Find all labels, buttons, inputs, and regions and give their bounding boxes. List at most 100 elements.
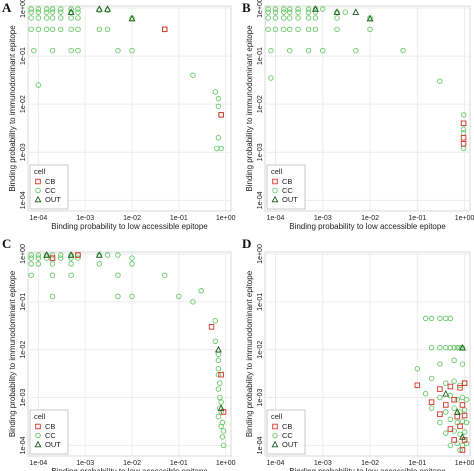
x-axis-title: Binding probability to low accessible ep…: [289, 222, 446, 231]
legend-label-cc: CC: [45, 431, 56, 440]
x-tick-label: 1e+00: [455, 460, 474, 467]
data-point-cc: [219, 434, 226, 440]
data-point-cc: [437, 419, 443, 426]
data-point-cc: [49, 26, 56, 33]
data-point-cc: [57, 26, 64, 33]
data-point-cc: [115, 47, 121, 54]
data-point-cb: [208, 324, 215, 330]
data-point-cc: [454, 396, 461, 403]
data-point-cc: [295, 26, 301, 33]
x-tick-label: 1e-01: [408, 215, 426, 222]
data-point-cc: [75, 6, 81, 12]
data-point-cc: [212, 338, 219, 345]
legend-marker-cc: [35, 187, 41, 194]
data-point-cc: [286, 47, 293, 54]
series-out: [43, 251, 225, 411]
data-point-cc: [129, 47, 135, 54]
legend-marker-out: [34, 195, 42, 203]
data-point-cc: [215, 357, 222, 364]
data-point-cc: [43, 9, 50, 15]
y-tick-label: 1e-01: [257, 293, 264, 311]
y-tick-label: 1e-03: [20, 388, 27, 406]
data-point-cc: [268, 47, 274, 54]
x-tick-label: 1e-02: [123, 460, 141, 467]
data-point-cc: [286, 15, 293, 21]
x-tick-label: 1e+00: [216, 215, 236, 222]
data-point-cc: [281, 6, 287, 12]
legend-label-out: OUT: [282, 440, 298, 449]
data-point-cc: [57, 252, 64, 258]
series-out: [311, 5, 374, 22]
series-cb: [162, 26, 224, 118]
data-point-cb: [457, 423, 463, 430]
data-point-cc: [35, 26, 42, 33]
data-point-cc: [96, 261, 103, 267]
legend-marker-cb: [35, 423, 41, 430]
data-point-cc: [217, 380, 223, 386]
data-point-cc: [437, 394, 443, 401]
data-point-cc: [334, 15, 340, 21]
data-point-cb: [459, 447, 466, 453]
data-point-cc: [443, 380, 449, 386]
data-point-out: [442, 389, 450, 397]
data-point-cc: [35, 261, 42, 267]
series-out: [67, 5, 136, 22]
data-point-cc: [28, 255, 34, 261]
data-point-cc: [35, 82, 42, 88]
series-cb: [460, 120, 467, 147]
data-point-out: [366, 14, 374, 22]
y-axis-title: Binding probability to immunodominant ep…: [8, 270, 17, 437]
legend-label-cb: CB: [282, 422, 292, 431]
y-tick-label: 1e-03: [257, 143, 264, 161]
panel-a: A 1e-04 1e-03 1e-02 1e-01 1e+00 1e-04 1e-03 1e-0…: [2, 0, 236, 231]
data-point-out: [128, 14, 136, 22]
legend-label-out: OUT: [45, 195, 61, 204]
series-cb: [414, 380, 468, 453]
y-tick-label: 1e-04: [20, 436, 27, 454]
y-tick-label: 1e-03: [20, 143, 27, 161]
data-point-cc: [334, 26, 340, 33]
panel-letter: B: [242, 0, 251, 15]
data-point-cc: [75, 15, 81, 21]
data-point-cc: [400, 47, 406, 54]
data-point-cc: [104, 252, 111, 258]
data-point-cc: [451, 357, 457, 364]
series-cb: [49, 252, 227, 415]
data-point-cc: [28, 6, 34, 12]
data-point-cc: [422, 390, 429, 397]
x-tick-label: 1e-02: [361, 460, 379, 467]
data-point-cc: [68, 15, 74, 21]
x-axis-title: Binding probability to low accessible ep…: [51, 467, 208, 471]
data-point-cc: [129, 261, 135, 267]
data-point-cc: [320, 47, 326, 54]
data-point-cb: [451, 396, 457, 403]
x-tick-label: 1e-02: [123, 215, 141, 222]
data-point-cc: [459, 361, 466, 367]
data-point-out: [67, 251, 75, 258]
data-point-cb: [447, 426, 454, 432]
data-point-cb: [461, 380, 468, 386]
data-point-cc: [305, 26, 312, 33]
data-point-cc: [447, 344, 454, 351]
data-point-cb: [75, 252, 81, 258]
data-point-cc: [428, 344, 435, 351]
x-axis-title: Binding probability to low accessible ep…: [51, 222, 208, 231]
legend-marker-out: [271, 195, 279, 203]
x-tick-label: 1e-04: [29, 215, 47, 222]
data-point-cc: [295, 15, 301, 21]
legend-label-cc: CC: [282, 186, 293, 195]
legend-label-cc: CC: [282, 431, 293, 440]
x-axis-title: Binding probability to low accessible ep…: [289, 467, 446, 471]
data-point-cc: [49, 47, 56, 54]
data-point-cc: [49, 15, 56, 21]
data-point-cc: [43, 15, 50, 21]
data-point-cc: [428, 375, 435, 382]
data-point-cc: [57, 255, 64, 261]
data-point-cc: [437, 78, 443, 84]
data-point-cc: [28, 15, 34, 21]
x-tick-label: 1e-04: [29, 460, 47, 467]
x-tick-label: 1e-04: [267, 215, 285, 222]
